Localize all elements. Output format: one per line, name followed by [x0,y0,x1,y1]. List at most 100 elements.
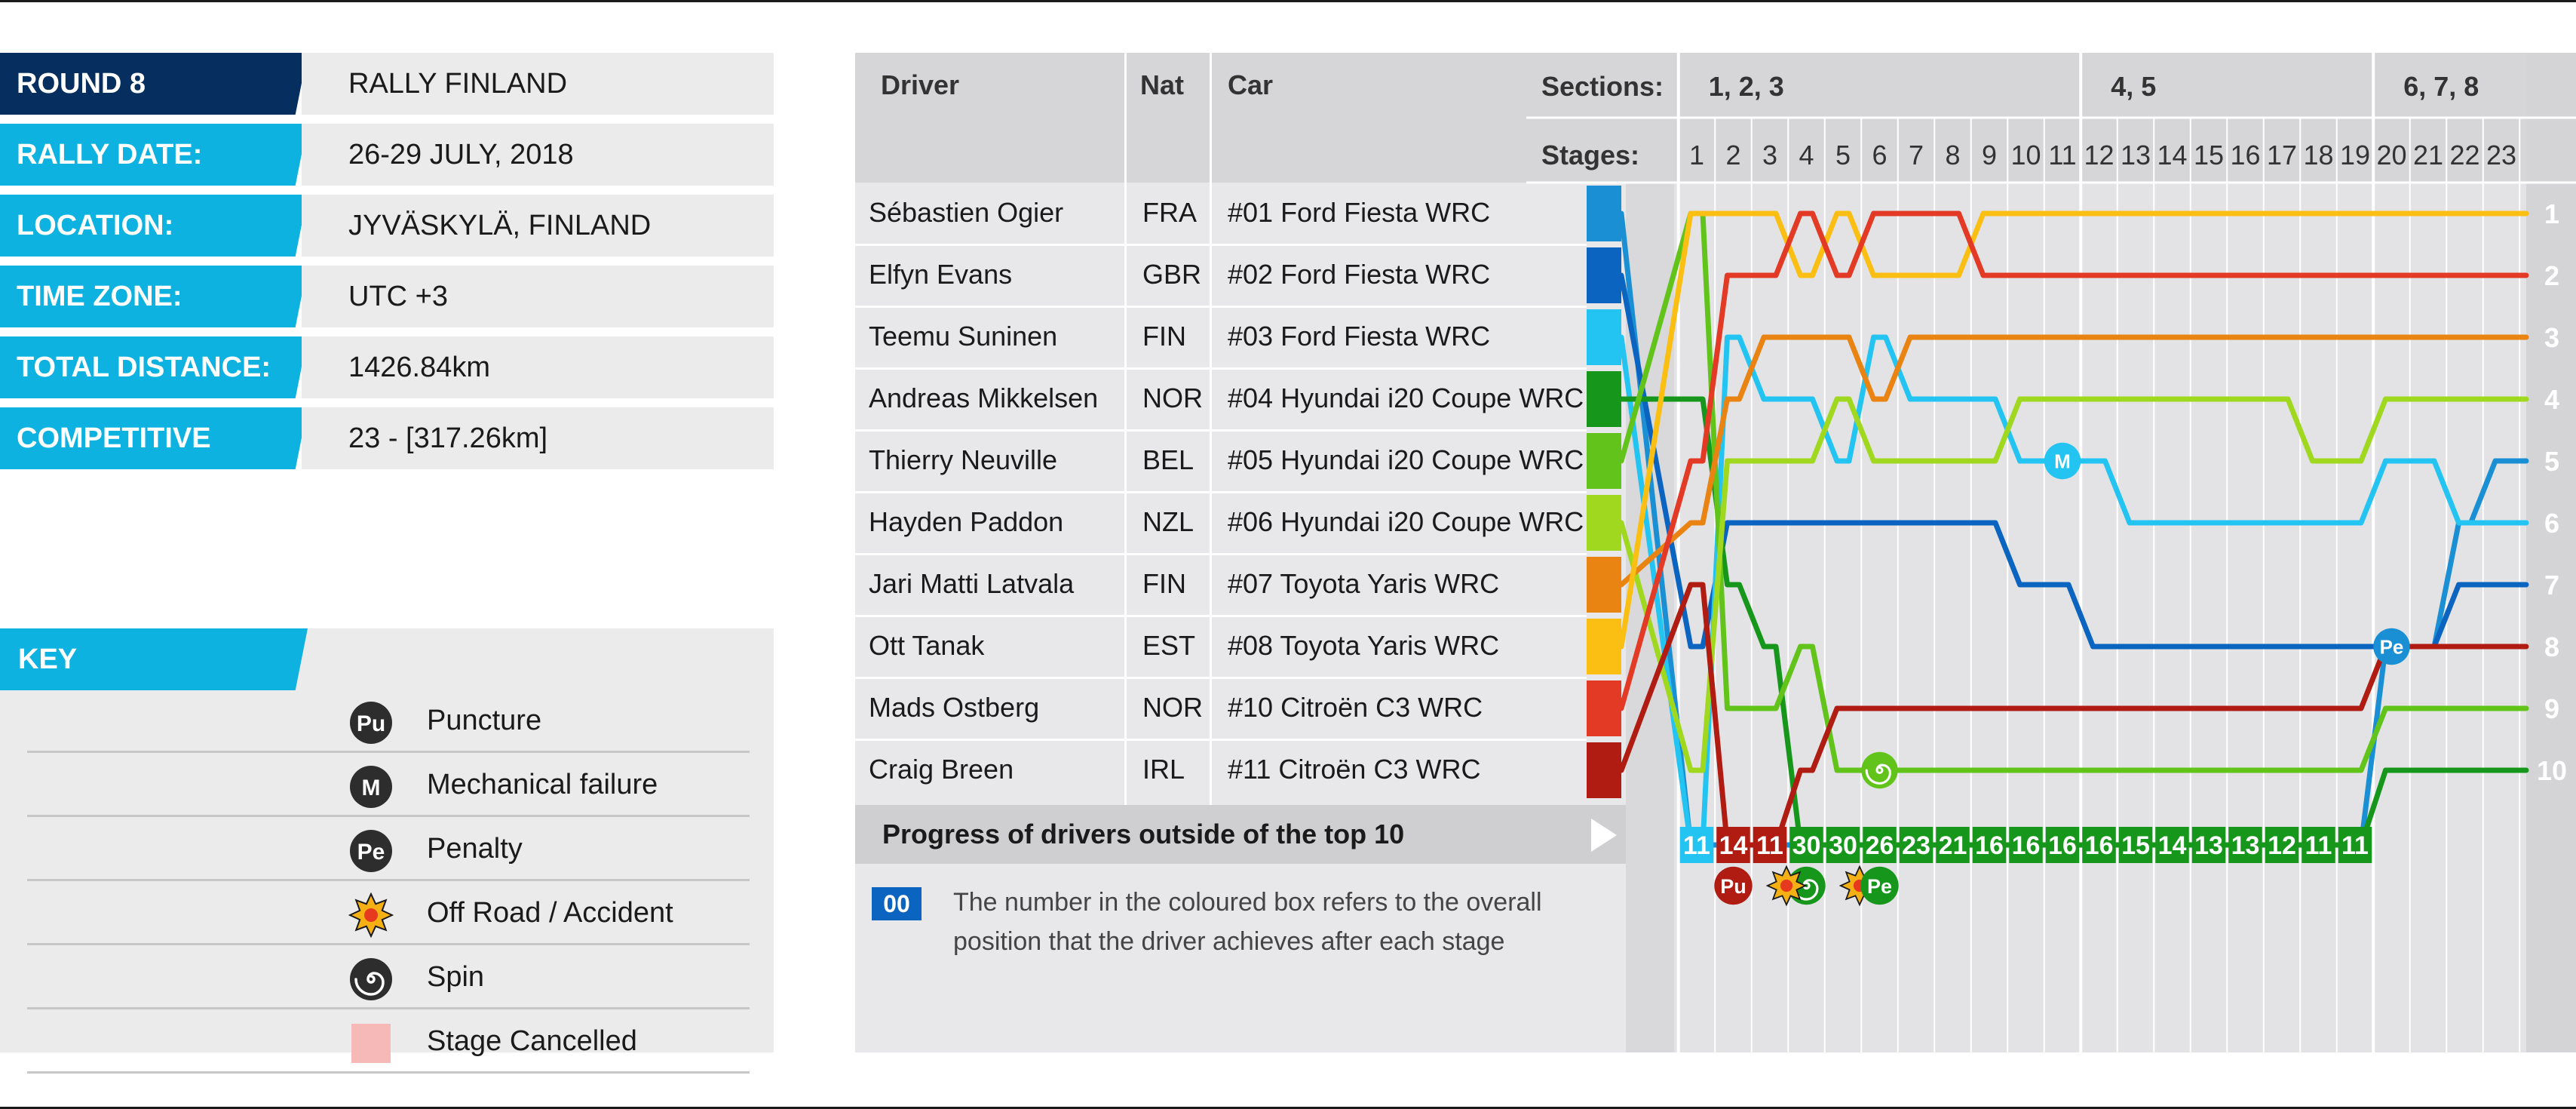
svg-text:M: M [362,776,381,800]
driver-name: Mads Ostberg [869,692,1040,723]
position-column-bg [2526,53,2576,1052]
info-label: TIME ZONE: [0,266,308,327]
svg-text:Pe: Pe [2380,636,2404,659]
stage-tick-label: 17 [2267,140,2297,170]
driver-nat: EST [1142,630,1196,661]
outside-position-label: 14 [2158,831,2187,860]
row-separator [855,553,1587,555]
info-value: RALLY FINLAND [302,53,774,115]
outside-position-box [2045,827,2080,863]
position-label: 9 [2544,693,2559,724]
driver-name: Teemu Suninen [869,321,1058,352]
svg-text:Pu: Pu [1720,875,1746,898]
key-item: Spin [0,945,774,1009]
outside-position-box [1972,827,2007,863]
penalty-icon: Pe [2373,628,2410,665]
section-label: 1, 2, 3 [1709,71,1784,102]
outside-position-box [1936,827,1970,863]
progress-title: Progress of drivers outside of the top 1… [882,819,1405,849]
driver-car: #11 Citroën C3 WRC [1228,754,1481,785]
series-line [1618,334,2529,848]
outside-position-box [1753,827,1787,863]
outside-position-label: 16 [1975,831,2004,860]
outside-position-label: 14 [1719,831,1748,860]
stage-tick-label: 20 [2376,140,2406,170]
driver-nat: IRL [1142,754,1185,785]
stage-tick-label: 15 [2194,140,2224,170]
stages-label: Stages: [1541,140,1639,170]
driver-name: Sébastien Ogier [869,197,1064,228]
standings-table [855,53,1626,1052]
outside-position-label: 11 [1756,831,1783,860]
spin-icon [1861,751,1898,789]
info-label: ROUND 8 [0,53,308,115]
position-label: 7 [2544,570,2559,601]
example-position-badge: 00 [872,887,922,920]
stage-tick-label: 6 [1872,140,1887,170]
stage-tick-label: 8 [1945,140,1960,170]
driver-nat: BEL [1142,444,1194,475]
row-separator [855,739,1587,741]
info-row: LOCATION: JYVÄSKYLÄ, FINLAND [0,195,774,257]
driver-nat: FIN [1142,321,1186,352]
info-value: 1426.84km [302,336,774,398]
key-divider [27,1007,750,1009]
column-separator [1210,53,1212,805]
table-header [855,53,1626,183]
bottom-rule [0,1107,2576,1109]
off-road-accident-icon [348,892,394,939]
outside-position-label: 30 [1792,831,1821,860]
mechanical-failure-icon: M [348,764,394,809]
outside-position-label: 15 [2121,831,2150,860]
mechanical-icon: M [2044,442,2081,480]
key-label: Stage Cancelled [427,1025,637,1057]
info-row: TOTAL DISTANCE: 1426.84km [0,336,774,398]
puncture-icon: Pu [348,700,394,745]
stage-tick-label: 1 [1689,140,1704,170]
stage-tick-label: 4 [1799,140,1814,170]
series-line [1618,210,2529,773]
key-label: Penalty [427,833,523,865]
outside-position-box [2228,827,2262,863]
position-label: 6 [2544,508,2559,539]
driver-name: Jari Matti Latvala [869,568,1075,599]
section-label: 4, 5 [2111,71,2156,102]
outside-position-box [1716,827,1750,863]
stage-tick-label: 5 [1835,140,1851,170]
position-label: 2 [2544,260,2559,291]
driver-name: Elfyn Evans [869,259,1013,290]
driver-nat: NOR [1142,382,1203,413]
outside-position-label: 16 [2048,831,2077,860]
header-car: Car [1228,69,1274,100]
driver-car: #06 Hyundai i20 Coupe WRC [1228,506,1584,537]
stage-cancelled-icon [348,1021,394,1066]
outside-position-box [1863,827,1897,863]
key-label: Spin [427,961,485,993]
outside-position-box [2302,827,2335,863]
outside-position-box [2082,827,2116,863]
svg-text:Pe: Pe [1867,875,1892,898]
info-label: TOTAL DISTANCE: [0,336,308,398]
series-line [1618,210,2529,711]
outside-position-label: 26 [1866,831,1894,860]
stage-tick-label: 18 [2303,140,2333,170]
key-divider [27,815,750,817]
driver-car: #10 Citroën C3 WRC [1228,692,1483,723]
stage-tick-label: 9 [1982,140,1997,170]
outside-position-label: 23 [1902,831,1930,860]
penalty-icon: Pe [348,828,394,874]
outside-position-box [2118,827,2153,863]
outside-position-label: 13 [2231,831,2260,860]
outside-position-label: 21 [1939,831,1967,860]
stage-tick-label: 12 [2084,140,2114,170]
driver-car: #08 Toyota Yaris WRC [1228,630,1500,661]
driver-name: Thierry Neuville [869,444,1058,475]
outside-position-label: 11 [1683,831,1710,860]
key-label: Mechanical failure [427,769,658,800]
top-rule [0,0,2576,2]
stage-tick-label: 16 [2230,140,2260,170]
stage-tick-label: 2 [1725,140,1740,170]
play-arrow-icon [1591,819,1617,852]
driver-color-swatch [1587,309,1621,365]
